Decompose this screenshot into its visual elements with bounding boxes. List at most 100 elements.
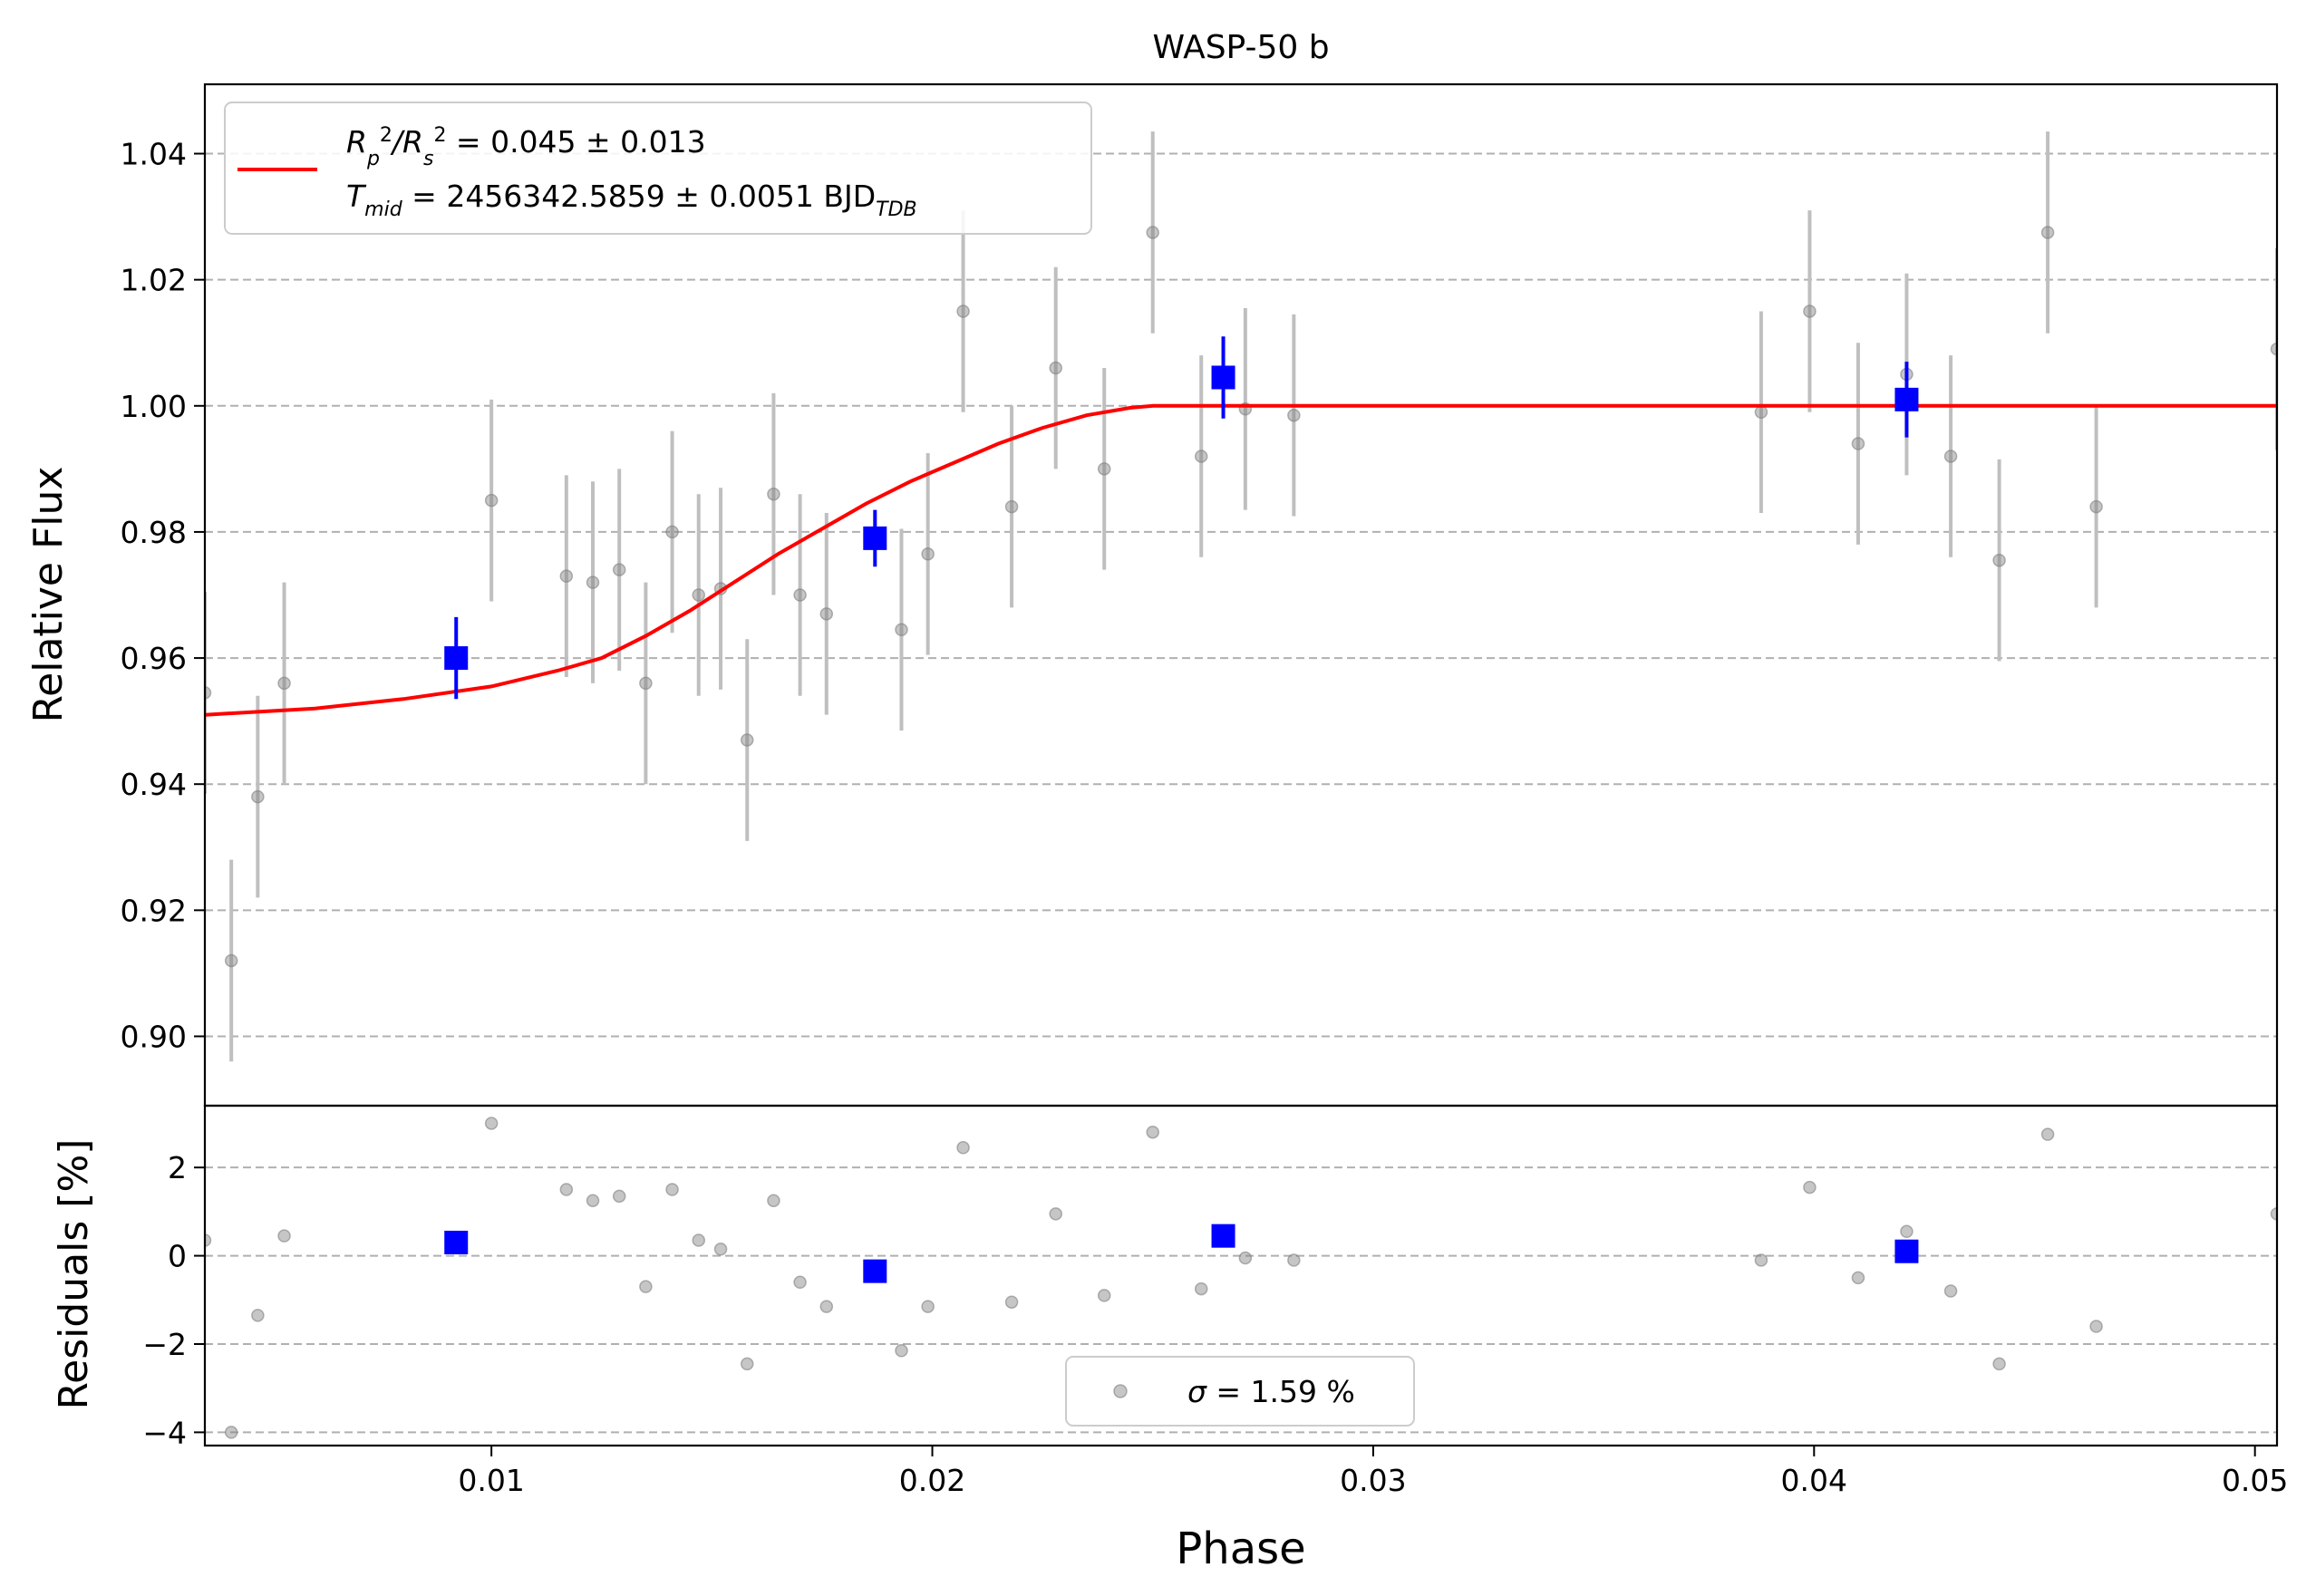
- data-point: [895, 623, 908, 637]
- residual-grid: [205, 1166, 2277, 1434]
- xtick-label: 0.02: [899, 1463, 965, 1498]
- residual-point: [277, 1229, 291, 1243]
- main-ylabel: Relative Flux: [25, 467, 72, 723]
- main-ytick-label: 1.04: [121, 137, 187, 172]
- xtick-label: 0.04: [1781, 1463, 1847, 1498]
- data-point: [277, 676, 291, 691]
- data-point: [741, 733, 754, 747]
- residual-point: [713, 1243, 728, 1256]
- main-ytick-label: 0.96: [121, 641, 187, 676]
- main-y-axis: 0.90 0.92 0.94 0.96 0.98 1.00 1.02 1.04: [121, 137, 205, 1054]
- data-point: [2089, 499, 2103, 514]
- data-point: [1146, 226, 1159, 239]
- residual-binned-point: [1894, 1239, 1919, 1263]
- residual-point: [819, 1300, 834, 1313]
- residual-point: [2040, 1127, 2055, 1141]
- legend-tmid-label: Tmid = 2456342.5859 ± 0.0051 BJDTDB: [346, 179, 917, 221]
- main-ytick-label: 0.94: [121, 767, 187, 802]
- residual-point: [767, 1194, 780, 1207]
- residual-ytick-label: 0: [168, 1239, 187, 1274]
- binned-point: [1211, 365, 1235, 390]
- residual-point: [1194, 1282, 1208, 1296]
- residual-ytick-label: −4: [142, 1415, 187, 1450]
- residual-ytick-label: 2: [168, 1150, 187, 1185]
- data-point: [793, 588, 807, 602]
- residual-point: [895, 1344, 908, 1358]
- main-error-bars: [205, 131, 2277, 1062]
- xtick-label: 0.01: [458, 1463, 524, 1498]
- data-point: [559, 569, 574, 583]
- residual-point: [921, 1300, 935, 1313]
- residual-point: [612, 1189, 626, 1204]
- binned-point: [863, 526, 887, 550]
- residual-legend: σ = 1.59 %: [1065, 1356, 1415, 1427]
- chart-title: WASP-50 b: [1152, 29, 1329, 66]
- residual-point: [1049, 1207, 1062, 1221]
- data-point: [921, 547, 935, 561]
- residual-point: [2270, 1207, 2277, 1221]
- data-point: [2040, 226, 2055, 239]
- data-point: [1097, 462, 1111, 476]
- residual-point: [1803, 1180, 1817, 1195]
- xtick-label: 0.03: [1340, 1463, 1406, 1498]
- binned-point: [1894, 387, 1919, 411]
- residual-point: [2089, 1320, 2103, 1333]
- data-point: [1851, 437, 1865, 450]
- main-binned-points: [444, 336, 1919, 700]
- residual-axes-frame: [203, 1104, 2279, 1447]
- binned-point: [444, 646, 469, 671]
- residual-point: [1900, 1224, 1914, 1239]
- main-axes-frame: [203, 82, 2279, 1108]
- data-point: [1287, 408, 1301, 422]
- residual-point: [484, 1117, 499, 1130]
- residual-binned-point: [1211, 1224, 1235, 1248]
- main-ytick-label: 0.90: [121, 1019, 187, 1054]
- residual-point: [1754, 1253, 1768, 1267]
- data-point: [1049, 361, 1062, 375]
- residual-point: [1287, 1253, 1301, 1267]
- data-point: [1004, 499, 1019, 514]
- residual-point: [1146, 1125, 1159, 1139]
- data-point: [1803, 305, 1817, 318]
- residual-point: [559, 1183, 574, 1196]
- model-curve: [205, 403, 2277, 717]
- residual-binned-points: [444, 1224, 1919, 1283]
- data-point: [767, 487, 780, 501]
- main-grid: [205, 152, 2277, 1038]
- main-ytick-label: 1.00: [121, 389, 187, 424]
- data-point: [484, 493, 499, 508]
- data-point: [665, 525, 679, 539]
- residual-point: [1238, 1251, 1253, 1265]
- data-point: [224, 953, 238, 968]
- residual-point: [1004, 1295, 1019, 1309]
- data-point: [639, 676, 653, 691]
- main-data-points: [205, 226, 2277, 968]
- residual-point: [956, 1141, 970, 1155]
- x-axis: 0.01 0.02 0.03 0.04 0.05: [458, 1446, 2288, 1498]
- residual-point: [692, 1233, 705, 1247]
- data-point: [1992, 553, 2006, 567]
- data-point: [1943, 450, 1958, 463]
- residual-point: [251, 1309, 265, 1322]
- residual-point: [224, 1426, 238, 1439]
- residual-point: [586, 1194, 600, 1207]
- residual-point: [793, 1275, 807, 1290]
- residual-point: [1992, 1357, 2006, 1371]
- data-point: [205, 686, 212, 700]
- residual-ytick-label: −2: [142, 1327, 187, 1362]
- main-ytick-label: 1.02: [121, 263, 187, 298]
- legend-rp-rs-label: Rp2/Rs2 = 0.045 ± 0.013: [346, 124, 706, 170]
- data-point: [2270, 342, 2277, 356]
- residual-y-axis: −4 −2 0 2: [142, 1150, 205, 1450]
- xtick-label: 0.05: [2222, 1463, 2288, 1498]
- legend-sigma-label: σ = 1.59 %: [1187, 1374, 1355, 1409]
- residual-point: [639, 1280, 653, 1293]
- legend-residual-swatch: [1113, 1384, 1128, 1398]
- data-point: [692, 588, 705, 602]
- residual-data-points: [205, 1117, 2277, 1439]
- residual-binned-point: [863, 1259, 887, 1283]
- main-ytick-label: 0.92: [121, 893, 187, 928]
- residual-point: [741, 1357, 754, 1371]
- data-point: [1194, 450, 1208, 463]
